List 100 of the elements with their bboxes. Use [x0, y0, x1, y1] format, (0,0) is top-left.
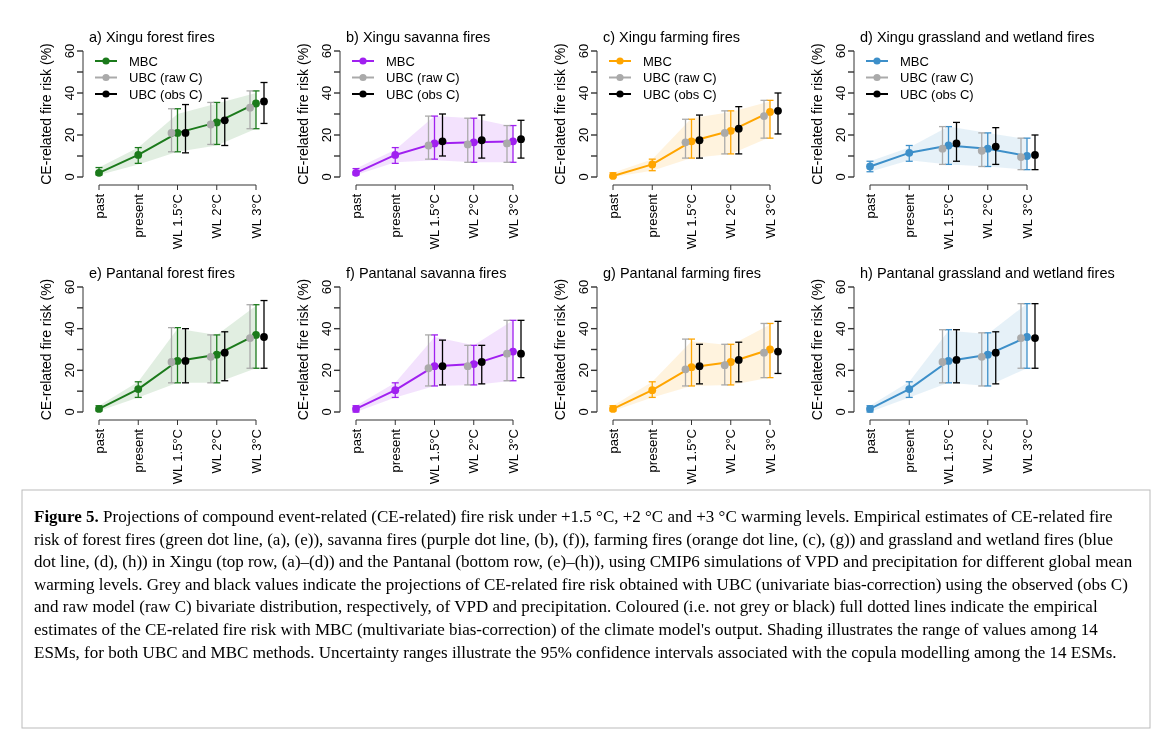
y-tick-label: 60: [62, 43, 77, 59]
y-tick-label: 20: [576, 127, 591, 143]
y-tick-label: 40: [62, 85, 77, 101]
y-tick-label: 60: [833, 279, 848, 295]
x-tick-label: past: [862, 428, 878, 454]
x-tick-label: WL 1.5°C: [941, 194, 957, 250]
legend-label: MBC: [386, 53, 415, 69]
y-tick-label: 60: [833, 43, 848, 59]
legend-label: UBC (obs C): [129, 86, 203, 102]
y-axis-title: CE-related fire risk (%): [37, 43, 54, 185]
x-tick-label: WL 3°C: [505, 429, 521, 474]
legend-label: UBC (raw C): [643, 70, 717, 86]
y-tick-label: 20: [319, 127, 334, 143]
x-tick-label: WL 1.5°C: [427, 194, 443, 250]
x-tick-label: WL 2°C: [466, 429, 482, 474]
x-tick-label: WL 2°C: [209, 194, 225, 239]
x-tick-label: WL 3°C: [505, 194, 521, 239]
x-tick-label: WL 1.5°C: [684, 429, 700, 485]
chart-title: d) Xingu grassland and wetland fires: [860, 29, 1095, 45]
y-axis-title: CE-related fire risk (%): [808, 278, 825, 421]
x-tick-label: WL 1.5°C: [684, 194, 700, 250]
y-tick-label: 60: [576, 43, 591, 59]
y-tick-label: 60: [576, 279, 591, 295]
legend-label: UBC (raw C): [900, 70, 974, 86]
y-axis-title: CE-related fire risk (%): [551, 278, 568, 421]
x-tick-label: WL 2°C: [723, 194, 739, 239]
y-tick-label: 20: [62, 363, 77, 378]
x-tick-label: WL 1.5°C: [170, 429, 186, 485]
caption: Figure 5. Projections of compound event-related (CE-related) fire risk under +1.5 °C, +2 °C and +3 °C warming levels. Empirical estimates of CE-related fire risk of forest fires (green dot line, (a), (e)), savanna fires (purple dot line, (b), (f)), farming fires (orange dot line, (c), (g)) and grassland and wetland fires (blue dot line, (d), (h)) in Xingu (top row, (a)–(d)) and the Pantanal (bottom row, (e)–(h)), using CMIP6 simulations of VPD and precipitation for different global mean warming levels. Grey and black values indicate the projections of CE-related fire risk obtained with UBC (univariate bias-correction) using the observed (obs C) and raw model (raw C) bivariate distribution, respectively, of VPD and precipitation. Coloured (i.e. not grey or black) full dotted lines indicate the empirical estimates of the CE-related fire risk with MBC (multivariate bias-correction) of the climate model's output. Shading illustrates the range of values among 14 ESMs, for both UBC and MBC methods. Uncertainty ranges illustrate the 95% confidence intervals associated with the copula modelling among the 14 ESMs.: [34, 507, 1133, 662]
y-axis-title: CE-related fire risk (%): [37, 278, 54, 421]
y-tick-label: 40: [576, 321, 591, 336]
chart-title: e) Pantanal forest fires: [89, 265, 235, 281]
x-tick-label: present: [387, 428, 403, 473]
x-tick-label: WL 3°C: [248, 194, 264, 239]
y-tick-label: 40: [319, 321, 334, 336]
x-tick-label: WL 2°C: [466, 194, 482, 239]
legend-label: UBC (raw C): [129, 70, 203, 86]
x-tick-label: WL 1.5°C: [427, 429, 443, 485]
chart-title: a) Xingu forest fires: [89, 29, 215, 45]
x-tick-label: WL 1.5°C: [941, 429, 957, 485]
x-tick-label: WL 2°C: [980, 194, 996, 239]
y-tick-label: 0: [576, 173, 591, 181]
legend-label: UBC (obs C): [643, 86, 717, 102]
x-tick-label: WL 2°C: [980, 429, 996, 474]
x-tick-label: past: [862, 193, 878, 219]
legend-label: MBC: [900, 53, 929, 69]
y-tick-label: 40: [833, 321, 848, 336]
y-tick-label: 0: [319, 173, 334, 181]
legend-label: UBC (obs C): [386, 86, 460, 102]
y-tick-label: 0: [833, 408, 848, 416]
x-tick-label: present: [644, 428, 660, 473]
x-tick-label: WL 2°C: [209, 429, 225, 474]
x-tick-label: past: [348, 428, 364, 454]
x-tick-label: present: [901, 428, 917, 473]
x-tick-label: WL 3°C: [762, 194, 778, 239]
x-tick-label: present: [130, 193, 146, 238]
x-tick-label: present: [901, 193, 917, 238]
y-tick-label: 0: [62, 173, 77, 181]
y-tick-label: 20: [62, 127, 77, 143]
x-tick-label: past: [91, 428, 107, 454]
x-tick-label: present: [130, 428, 146, 473]
x-tick-label: WL 1.5°C: [170, 194, 186, 250]
y-tick-label: 20: [833, 363, 848, 378]
y-tick-label: 0: [576, 408, 591, 416]
y-tick-label: 20: [576, 363, 591, 378]
chart-title: b) Xingu savanna fires: [346, 29, 491, 45]
chart-title: f) Pantanal savanna fires: [346, 265, 507, 281]
x-tick-label: past: [348, 193, 364, 219]
chart-title: h) Pantanal grassland and wetland fires: [860, 265, 1115, 281]
x-tick-label: WL 3°C: [1019, 429, 1035, 474]
x-tick-label: WL 3°C: [248, 429, 264, 474]
y-tick-label: 40: [576, 85, 591, 101]
y-axis-title: CE-related fire risk (%): [294, 278, 311, 421]
y-tick-label: 20: [833, 127, 848, 143]
legend-label: MBC: [643, 53, 672, 69]
x-tick-label: present: [387, 193, 403, 238]
x-tick-label: past: [605, 193, 621, 219]
x-tick-label: WL 3°C: [1019, 194, 1035, 239]
y-tick-label: 40: [62, 321, 77, 336]
y-tick-label: 0: [62, 408, 77, 416]
y-tick-label: 40: [319, 85, 334, 101]
legend-label: MBC: [129, 53, 158, 69]
y-tick-label: 60: [62, 279, 77, 295]
y-tick-label: 60: [319, 279, 334, 295]
x-tick-label: WL 3°C: [762, 429, 778, 474]
x-tick-label: WL 2°C: [723, 429, 739, 474]
y-tick-label: 40: [833, 85, 848, 101]
y-axis-title: CE-related fire risk (%): [294, 43, 311, 185]
y-axis-title: CE-related fire risk (%): [551, 43, 568, 185]
legend-label: UBC (obs C): [900, 86, 974, 102]
x-tick-label: past: [605, 428, 621, 454]
legend-label: UBC (raw C): [386, 70, 460, 86]
y-tick-label: 0: [319, 408, 334, 416]
y-tick-label: 0: [833, 173, 848, 181]
chart-title: g) Pantanal farming fires: [603, 265, 761, 281]
x-tick-label: past: [91, 193, 107, 219]
y-tick-label: 20: [319, 363, 334, 378]
y-axis-title: CE-related fire risk (%): [808, 43, 825, 185]
x-tick-label: present: [644, 193, 660, 238]
chart-title: c) Xingu farming fires: [603, 29, 740, 45]
